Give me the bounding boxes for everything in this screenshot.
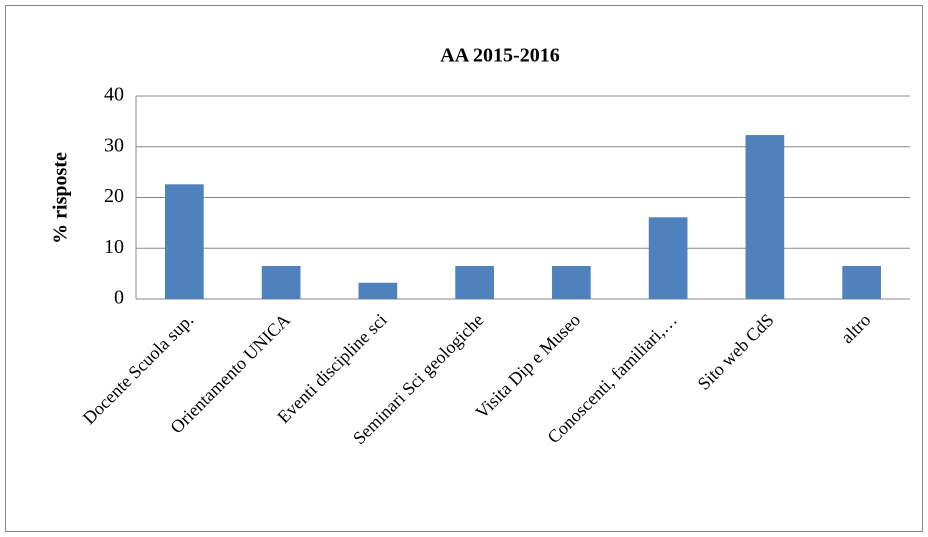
y-tick-label: 0 (114, 287, 124, 309)
bar (358, 282, 398, 299)
bar (745, 135, 785, 299)
bar (842, 266, 881, 299)
bar (455, 266, 494, 299)
bar (648, 217, 688, 299)
bar (165, 184, 204, 299)
y-tick-label: 40 (104, 84, 124, 106)
y-tick-label: 10 (104, 236, 124, 258)
chart-title: AA 2015-2016 (440, 45, 559, 67)
y-axis-label: % risposte (50, 152, 72, 244)
bar (552, 266, 591, 299)
y-tick-label: 30 (104, 134, 124, 156)
bar (261, 266, 301, 299)
y-tick-label: 20 (104, 185, 124, 207)
